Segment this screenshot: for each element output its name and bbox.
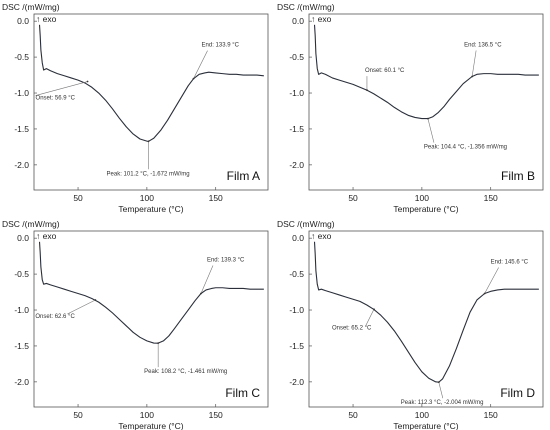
annotation-label: Onset: 65.2 °C — [332, 325, 372, 331]
annotation-point — [147, 140, 150, 143]
y-tick-label: -1.0 — [14, 305, 29, 315]
annotation-label: Peak: 112.3 °C, -2.004 mW/mg — [401, 400, 484, 406]
annotation-point — [373, 308, 375, 311]
y-tick-label: 0.0 — [17, 233, 29, 243]
dsc-curve-line — [313, 241, 539, 383]
chart-panel-3: 0.0 -0.5 -1.0 -1.5 -2.0 50 100 150 DSC /(mW/mg) ↑… — [2, 219, 269, 430]
annotation-leader — [365, 309, 375, 326]
x-tick-label: 100 — [415, 193, 429, 203]
x-tick-label: 50 — [348, 193, 358, 203]
y-tick-label: -1.5 — [289, 341, 304, 351]
panel-label: Film D — [500, 386, 535, 400]
chart-panel-1: 0.0 -0.5 -1.0 -1.5 -2.0 50 100 150 DSC /(mW/mg) ↑… — [2, 2, 269, 214]
x-tick-label: 100 — [140, 193, 154, 203]
y-tick-label: -2.0 — [14, 160, 29, 170]
y-tick-label: -1.0 — [14, 88, 29, 98]
annotation-label: End: 133.9 °C — [202, 43, 240, 49]
y-tick-label: -2.0 — [289, 377, 304, 387]
y-tick-label: 0.0 — [292, 16, 304, 26]
annotation-point — [366, 89, 368, 92]
dsc-curve-line — [38, 241, 264, 344]
annotation-label: Peak: 101.2 °C, -1.672 mW/mg — [107, 171, 190, 177]
annotation-point — [192, 77, 195, 80]
y-tick-label: -0.5 — [14, 269, 29, 279]
annotation-leader — [471, 50, 477, 77]
y-tick-label: 0.0 — [292, 233, 304, 243]
chart-panel-4: 0.0 -0.5 -1.0 -1.5 -2.0 50 100 150 DSC /(mW/mg) ↑… — [277, 219, 544, 430]
annotation-leader — [427, 118, 435, 143]
exo-direction-label: ↑ exo — [311, 14, 332, 24]
y-tick-label: -2.0 — [14, 377, 29, 387]
annotation-label: End: 139.3 °C — [207, 257, 245, 263]
y-tick-label: -1.0 — [289, 88, 304, 98]
y-tick-label: -1.5 — [14, 124, 29, 134]
plot-frame — [308, 13, 544, 191]
y-tick-label: -0.5 — [14, 52, 29, 62]
plot-frame — [33, 230, 269, 408]
y-tick-label: -2.0 — [289, 160, 304, 170]
annotation-point — [157, 342, 160, 345]
dsc-curve-line — [313, 24, 539, 120]
x-tick-label: 50 — [73, 410, 83, 420]
annotation-label: Onset: 56.9 °C — [36, 96, 76, 102]
annotation-point — [200, 292, 202, 295]
x-tick-label: 150 — [209, 193, 223, 203]
exo-direction-label: ↑ exo — [36, 14, 57, 24]
y-tick-label: -1.0 — [289, 305, 304, 315]
y-tick-label: 0.0 — [17, 16, 29, 26]
annotation-label: End: 136.5 °C — [464, 42, 502, 48]
y-axis-title: DSC /(mW/mg) — [2, 219, 60, 229]
panel-label: Film B — [501, 169, 535, 183]
annotation-point — [86, 80, 89, 83]
x-axis-title: Temperature (°C) — [393, 204, 458, 214]
x-axis-title: Temperature (°C) — [393, 421, 458, 430]
x-tick-label: 50 — [348, 410, 358, 420]
annotation-label: Onset: 60.1 °C — [365, 68, 405, 74]
y-axis-title: DSC /(mW/mg) — [277, 2, 335, 12]
annotation-point — [427, 117, 429, 120]
x-tick-label: 50 — [73, 193, 83, 203]
annotation-point — [437, 381, 440, 384]
exo-direction-label: ↑ exo — [311, 231, 332, 241]
y-axis-title: DSC /(mW/mg) — [2, 2, 60, 12]
plot-frame — [308, 230, 544, 408]
annotation-label: Onset: 62.6 °C — [35, 314, 75, 320]
x-tick-label: 150 — [484, 193, 498, 203]
y-tick-label: -1.5 — [14, 341, 29, 351]
x-tick-label: 100 — [140, 410, 154, 420]
x-tick-label: 100 — [415, 410, 429, 420]
annotation-leader — [438, 382, 444, 399]
annotation-leader — [193, 50, 208, 79]
dsc-curve-line — [38, 24, 264, 142]
y-axis-title: DSC /(mW/mg) — [277, 219, 335, 229]
annotation-point — [483, 292, 486, 295]
x-axis-title: Temperature (°C) — [118, 204, 183, 214]
x-tick-label: 150 — [209, 410, 223, 420]
annotation-label: End: 145.6 °C — [491, 259, 529, 265]
annotation-label: Peak: 104.4 °C, -1.356 mW/mg — [424, 145, 507, 151]
annotation-leader — [35, 81, 88, 96]
chart-panel-2: 0.0 -0.5 -1.0 -1.5 -2.0 50 100 150 DSC /(mW/mg) ↑… — [277, 2, 544, 214]
annotation-point — [471, 75, 474, 78]
y-tick-label: -0.5 — [289, 52, 304, 62]
panel-label: Film C — [225, 386, 260, 400]
annotation-label: Peak: 108.2 °C, -1.461 mW/mg — [144, 369, 227, 375]
x-axis-title: Temperature (°C) — [118, 421, 183, 430]
plot-frame — [33, 13, 269, 191]
annotation-point — [94, 299, 97, 301]
annotation-leader — [484, 267, 499, 294]
annotation-leader — [200, 265, 214, 294]
y-tick-label: -1.5 — [289, 124, 304, 134]
annotation-leader — [67, 299, 96, 315]
panel-label: Film A — [227, 169, 260, 183]
x-tick-label: 150 — [484, 410, 498, 420]
exo-direction-label: ↑ exo — [36, 231, 57, 241]
y-tick-label: -0.5 — [289, 269, 304, 279]
